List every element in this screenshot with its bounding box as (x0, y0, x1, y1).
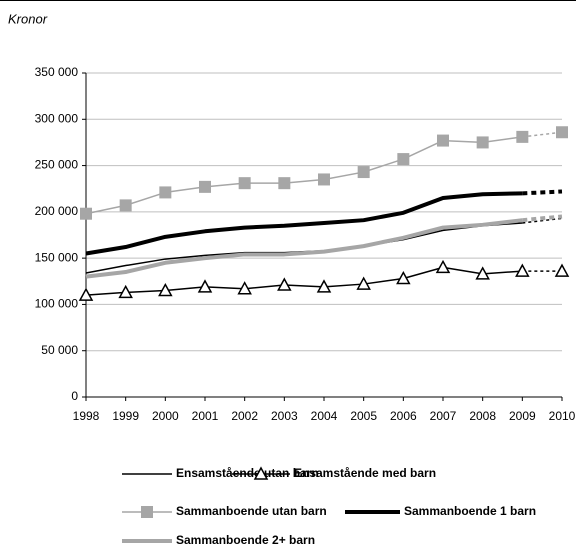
legend-label: Sammanboende 2+ barn (176, 533, 315, 546)
x-tick-label: 1999 (112, 409, 139, 423)
x-tick-label: 2009 (509, 409, 536, 423)
legend-marker (141, 506, 153, 518)
x-tick-label: 2005 (350, 409, 377, 423)
point-marker (396, 270, 411, 285)
point-marker (475, 266, 490, 280)
projected-segment (522, 131, 563, 138)
point-marker (119, 199, 132, 212)
y-tick-label: 100 000 (35, 297, 79, 311)
point-marker (78, 287, 94, 301)
point-marker (316, 279, 332, 293)
legend-label: Sammanboende 1 barn (404, 504, 536, 518)
projected-segment (522, 214, 563, 223)
legend-marker (253, 466, 269, 480)
projected-segment (522, 217, 563, 224)
y-tick-label: 350 000 (35, 65, 79, 79)
y-tick-label: 300 000 (35, 111, 79, 125)
point-marker (515, 263, 530, 277)
point-marker (158, 282, 173, 297)
point-marker (435, 259, 451, 274)
y-tick-label: 0 (71, 389, 78, 403)
series-line (85, 191, 523, 256)
y-tick-label: 200 000 (35, 204, 79, 218)
x-tick-label: 2007 (430, 409, 457, 423)
x-tick-label: 2004 (311, 409, 338, 423)
series-line (85, 266, 523, 296)
x-tick-label: 2010 (549, 409, 576, 423)
x-tick-label: 1998 (73, 409, 100, 423)
y-tick-label: 150 000 (35, 250, 79, 264)
y-tick-label: 250 000 (35, 158, 79, 172)
y-tick-label: 50 000 (41, 343, 78, 357)
point-marker (118, 284, 133, 299)
series-line (85, 218, 523, 279)
point-marker (277, 277, 292, 291)
point-marker (554, 263, 570, 277)
point-marker (356, 276, 371, 290)
point-marker (318, 173, 330, 186)
point-marker (197, 279, 213, 293)
point-marker (278, 177, 291, 190)
point-marker (397, 153, 410, 166)
x-tick-label: 2003 (271, 409, 298, 423)
x-tick-label: 2002 (231, 409, 258, 423)
legend-label: Sammanboende utan barn (176, 504, 327, 518)
x-tick-label: 2000 (152, 409, 179, 423)
point-marker (556, 126, 568, 139)
series-line (85, 136, 523, 215)
x-tick-label: 2006 (390, 409, 417, 423)
point-marker (516, 130, 529, 143)
point-marker (476, 136, 489, 149)
point-marker (437, 134, 449, 147)
x-tick-label: 2001 (192, 409, 219, 423)
legend-label: Ensamstående med barn (294, 466, 436, 480)
legend-label: Ensamstående utan barn (176, 466, 319, 480)
y-axis-label: Kronor (8, 11, 48, 26)
projected-segment (522, 189, 563, 196)
point-marker (237, 281, 252, 295)
point-marker (357, 166, 370, 179)
point-marker (199, 180, 211, 193)
point-marker (80, 207, 92, 220)
point-marker (238, 177, 251, 190)
x-tick-label: 2008 (469, 409, 496, 423)
point-marker (159, 186, 172, 199)
